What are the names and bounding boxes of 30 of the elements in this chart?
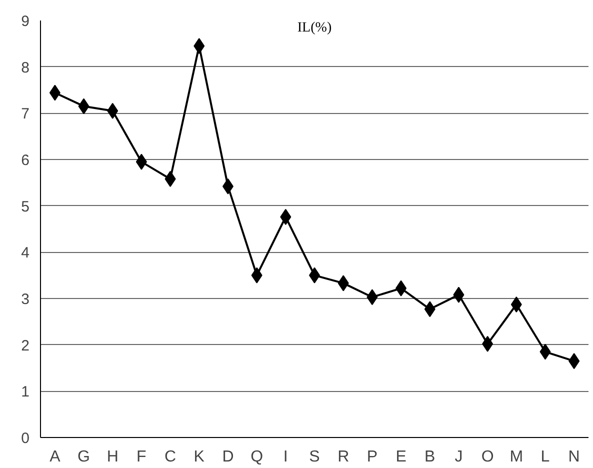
x-tick-label: E	[396, 448, 406, 466]
x-tick-label: D	[222, 448, 234, 466]
y-tick-label: 0	[21, 430, 30, 447]
x-tick-label: O	[481, 448, 494, 466]
x-tick-label: F	[136, 448, 147, 466]
x-tick-label: R	[338, 448, 350, 466]
y-tick-label: 7	[21, 106, 30, 123]
x-tick-label: P	[366, 448, 378, 466]
chart-title: IL(%)	[297, 20, 332, 36]
x-tick-label: G	[78, 448, 90, 466]
x-tick-label: N	[568, 448, 580, 466]
y-tick-label: 1	[21, 384, 30, 401]
y-tick-label: 5	[21, 198, 30, 216]
x-tick-label: J	[454, 448, 463, 466]
y-tick-label: 2	[21, 337, 30, 354]
x-tick-label: I	[283, 448, 288, 466]
x-tick-label: L	[540, 448, 550, 466]
x-tick-label: S	[309, 448, 320, 466]
x-tick-label: A	[50, 448, 61, 466]
y-tick-label: 3	[21, 291, 30, 308]
y-tick-label: 8	[21, 59, 30, 76]
y-tick-label: 4	[21, 244, 30, 262]
y-tick-label: 9	[21, 13, 30, 30]
x-tick-label: H	[106, 448, 118, 466]
x-tick-label: Q	[250, 448, 264, 466]
x-tick-label: C	[164, 448, 176, 466]
x-tick-label: B	[424, 448, 436, 466]
x-tick-label: M	[510, 448, 524, 466]
y-tick-label: 6	[21, 152, 30, 169]
x-tick-label: K	[194, 448, 205, 466]
